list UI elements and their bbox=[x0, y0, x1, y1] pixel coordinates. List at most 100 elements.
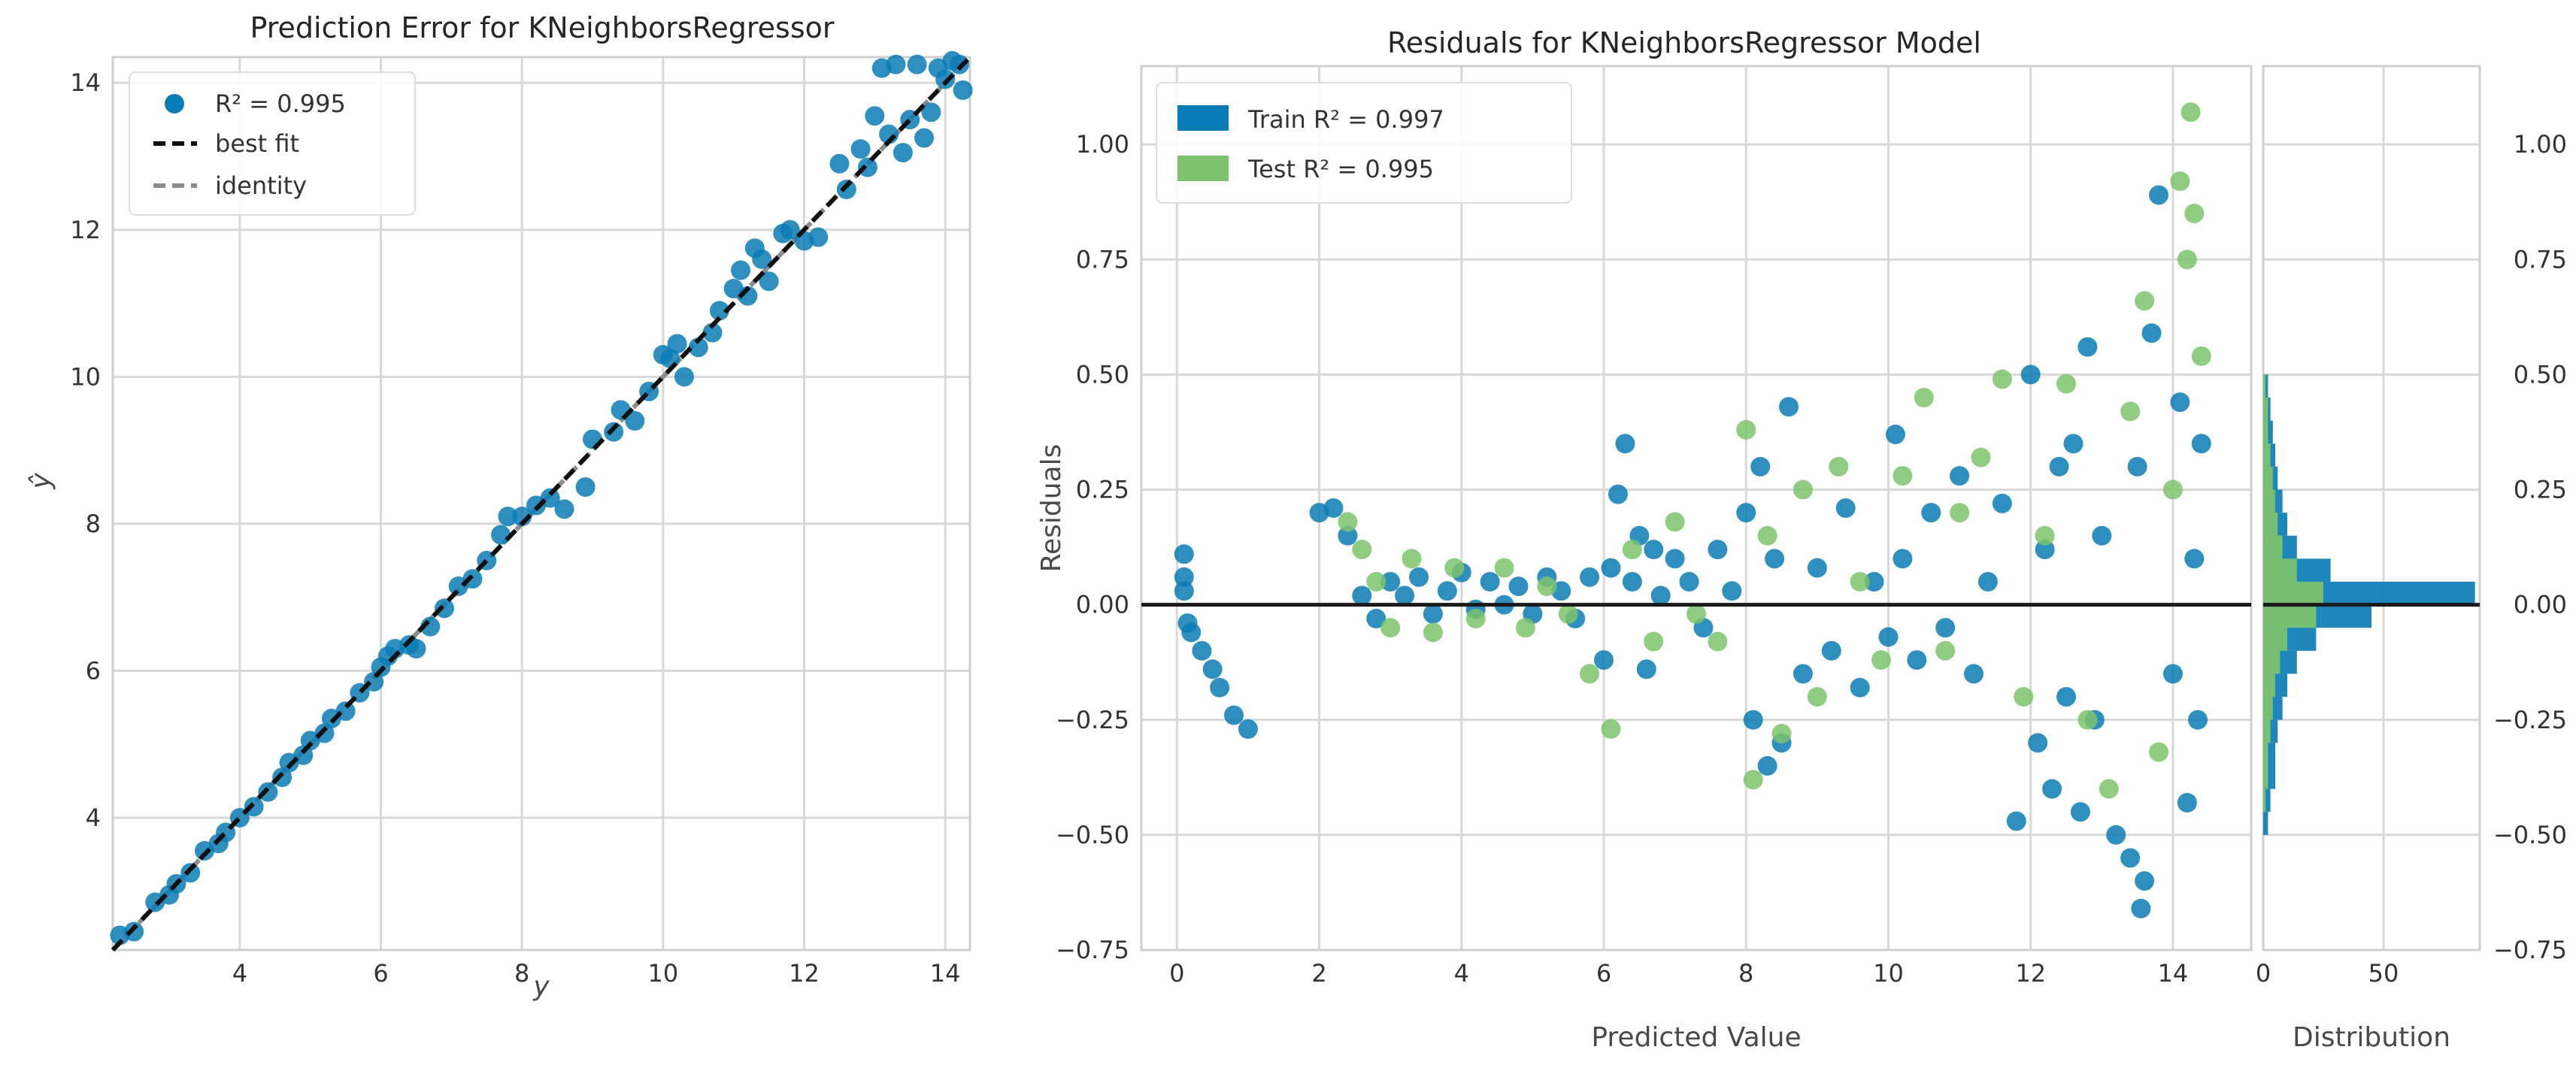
train-residual-point bbox=[1650, 585, 1671, 606]
test-residual-point bbox=[1444, 558, 1465, 578]
prediction-point bbox=[752, 249, 772, 269]
train-residual-point bbox=[1992, 493, 2012, 513]
train-residual-point bbox=[1757, 756, 1777, 776]
prediction-point bbox=[836, 180, 856, 199]
test-residual-point bbox=[2162, 480, 2183, 500]
train-residual-point bbox=[2135, 871, 2155, 891]
train-residual-point bbox=[1743, 709, 1763, 730]
prediction-point bbox=[667, 334, 687, 354]
res-x-tick-label: 0 bbox=[1169, 959, 1184, 988]
train-residual-point bbox=[2070, 802, 2090, 822]
test-distribution-bar bbox=[2263, 466, 2273, 490]
test-residual-point bbox=[1622, 540, 1642, 560]
train-residual-point bbox=[1192, 640, 1212, 661]
prediction-point bbox=[921, 102, 941, 123]
train-residual-point bbox=[2028, 733, 2048, 753]
dist-x-tick-label: 50 bbox=[2368, 959, 2399, 988]
res-y-tick-label: 1.00 bbox=[1076, 130, 1129, 159]
pe-x-tick-label: 12 bbox=[789, 959, 820, 988]
prediction-point bbox=[540, 488, 560, 508]
test-residual-point bbox=[1971, 447, 1991, 467]
train-residual-point bbox=[1893, 549, 1913, 569]
train-residual-point bbox=[1835, 498, 1856, 518]
prediction-point bbox=[953, 80, 973, 100]
prediction-point bbox=[498, 507, 518, 527]
pe-plot-frame bbox=[111, 56, 971, 952]
pe-y-tick-label: 4 bbox=[86, 803, 101, 832]
test-residual-point bbox=[1465, 609, 1486, 628]
test-distribution-bar bbox=[2263, 719, 2271, 743]
train-residual-point bbox=[1722, 581, 1742, 601]
test-residual-point bbox=[1736, 419, 1756, 440]
test-distribution-bar bbox=[2263, 604, 2317, 628]
prediction-point bbox=[258, 782, 278, 802]
pe-y-label: ŷ bbox=[26, 473, 56, 490]
res-x-tick-label: 2 bbox=[1311, 959, 1326, 988]
res-x-tick-label: 6 bbox=[1596, 959, 1611, 988]
prediction-point bbox=[865, 106, 885, 126]
prediction-point bbox=[886, 54, 906, 74]
res-legend-train-label: Train R² = 0.997 bbox=[1247, 105, 1444, 134]
res-y-tick-label: −0.75 bbox=[1056, 936, 1129, 964]
prediction-point bbox=[674, 367, 694, 387]
test-residual-point bbox=[1494, 558, 1514, 578]
distribution-panel: 0 50 1.000.750.500.250.00−0.25−0.50−0.75 … bbox=[2256, 65, 2567, 1053]
test-distribution-bar bbox=[2263, 788, 2266, 812]
dist-grid bbox=[2262, 66, 2480, 952]
pe-best-fit-line bbox=[111, 55, 972, 952]
train-residual-point bbox=[1736, 503, 1756, 523]
train-residual-point bbox=[1508, 576, 1529, 597]
train-residual-point bbox=[2149, 185, 2168, 205]
res-x-tick-label: 10 bbox=[1873, 959, 1904, 988]
train-residual-point bbox=[1907, 650, 1927, 670]
test-distribution-bar bbox=[2263, 374, 2266, 398]
pe-legend-best-fit-label: best fit bbox=[215, 129, 299, 158]
train-residual-point bbox=[1850, 677, 1870, 697]
dist-bars bbox=[2263, 374, 2475, 835]
train-residual-point bbox=[1636, 659, 1656, 679]
pe-legend-box bbox=[129, 71, 416, 216]
train-residual-point bbox=[1821, 640, 1841, 661]
pe-x-tick-label: 4 bbox=[232, 959, 247, 988]
test-distribution-bar bbox=[2263, 489, 2275, 513]
res-y-tick-label: 0.25 bbox=[1076, 476, 1129, 504]
pe-title: Prediction Error for KNeighborsRegressor bbox=[250, 11, 835, 44]
train-residual-point bbox=[1622, 572, 1642, 591]
train-residual-point bbox=[1174, 544, 1194, 564]
dist-y-tick-label: −0.25 bbox=[2493, 706, 2567, 734]
test-residual-point bbox=[1515, 618, 1535, 638]
prediction-point bbox=[434, 598, 454, 619]
train-residual-point bbox=[2177, 793, 2197, 812]
train-residual-point bbox=[2131, 898, 2151, 918]
dist-y-tick-label: 0.50 bbox=[2514, 360, 2567, 389]
test-residual-point bbox=[1338, 512, 1358, 532]
test-residual-point bbox=[2014, 687, 2034, 707]
dist-y-tick-label: 0.25 bbox=[2514, 476, 2567, 504]
test-residual-point bbox=[2149, 742, 2168, 762]
test-distribution-bar bbox=[2263, 697, 2273, 720]
train-residual-point bbox=[2077, 337, 2098, 357]
train-residual-point bbox=[1423, 604, 1443, 624]
test-residual-point bbox=[1771, 724, 1792, 744]
pe-x-tick-label: 6 bbox=[373, 959, 388, 988]
res-legend-train-marker bbox=[1177, 105, 1229, 131]
pe-x-tick-label: 8 bbox=[514, 959, 529, 988]
train-residual-point bbox=[1807, 558, 1827, 578]
train-residual-point bbox=[1480, 572, 1500, 591]
test-residual-point bbox=[1665, 512, 1685, 532]
test-residual-point bbox=[2184, 204, 2205, 223]
pe-y-tick-label: 12 bbox=[70, 216, 101, 244]
res-y-tick-label: 0.50 bbox=[1076, 360, 1129, 389]
test-residual-point bbox=[1743, 770, 1763, 790]
train-residual-point bbox=[1323, 498, 1344, 518]
train-residual-point bbox=[2162, 664, 2183, 684]
test-distribution-bar bbox=[2263, 628, 2287, 651]
prediction-point bbox=[829, 153, 850, 174]
dist-plot-frame bbox=[2262, 65, 2481, 952]
train-residual-point bbox=[2106, 824, 2126, 845]
prediction-point bbox=[293, 745, 314, 765]
train-residual-point bbox=[2006, 811, 2026, 831]
train-residual-point bbox=[1750, 456, 1771, 477]
prediction-point bbox=[124, 921, 144, 942]
